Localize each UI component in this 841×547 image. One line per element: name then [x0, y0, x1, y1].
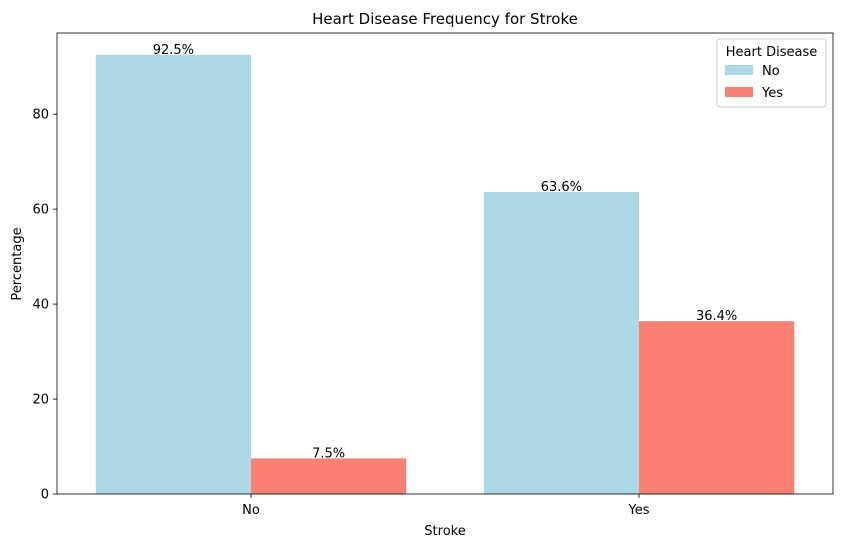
bar-value-label: 92.5%	[153, 43, 194, 58]
legend: Heart Disease No Yes	[716, 38, 827, 108]
legend-swatch-yes	[725, 87, 753, 97]
bar-labels-layer: 92.5% 7.5% 63.6% 36.4%	[153, 43, 738, 462]
y-tick-label: 60	[32, 203, 49, 218]
y-axis-label: Percentage	[10, 227, 25, 300]
bar-value-label: 7.5%	[312, 446, 345, 461]
y-tick-label: 0	[41, 488, 49, 503]
bar-value-label: 63.6%	[541, 180, 582, 195]
chart-title: Heart Disease Frequency for Stroke	[312, 10, 578, 28]
bar-yes-yes	[639, 321, 795, 494]
x-tick-label: No	[242, 503, 260, 518]
bar-value-label: 36.4%	[696, 309, 737, 324]
y-ticks-layer: 0 20 40 60 80	[32, 108, 57, 503]
x-ticks-layer: No Yes	[242, 494, 650, 518]
axes-layer	[56, 32, 834, 495]
y-tick-label: 80	[32, 108, 49, 123]
bar-yes-no	[483, 192, 639, 495]
legend-swatch-no	[725, 65, 753, 75]
legend-entry-label: Yes	[761, 86, 783, 101]
x-axis-label: Stroke	[424, 524, 465, 539]
legend-entry-label: No	[762, 64, 780, 79]
plot-frame	[56, 32, 834, 495]
y-tick-label: 40	[32, 298, 49, 313]
legend-title: Heart Disease	[726, 45, 817, 60]
x-tick-label: Yes	[628, 503, 650, 518]
bar-no-yes	[251, 458, 407, 494]
y-tick-label: 20	[32, 393, 49, 408]
bar-no-no	[95, 54, 251, 495]
bars-layer	[95, 54, 795, 495]
